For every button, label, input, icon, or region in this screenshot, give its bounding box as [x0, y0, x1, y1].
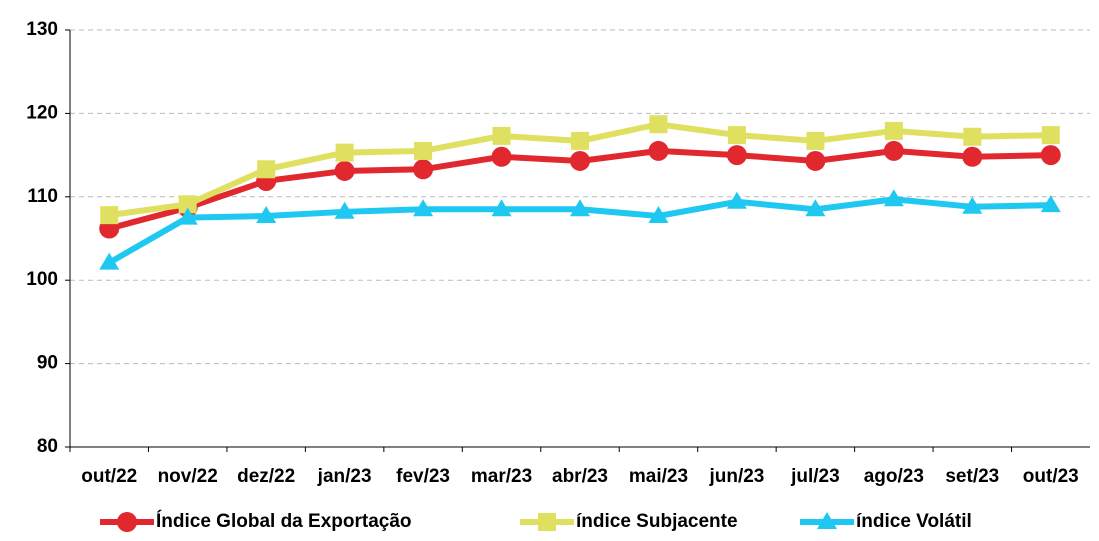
marker: [805, 199, 826, 217]
marker: [413, 199, 434, 217]
marker: [492, 126, 511, 145]
marker: [413, 159, 434, 180]
marker: [177, 207, 198, 225]
marker: [1040, 195, 1061, 213]
y-tick-label: 80: [37, 436, 58, 457]
marker: [726, 191, 747, 209]
marker: [805, 150, 826, 171]
marker: [883, 189, 904, 207]
x-tick-label: mar/23: [471, 466, 532, 487]
x-tick-label: dez/22: [237, 466, 295, 487]
legend-label: Índice Global da Exportação: [156, 510, 412, 532]
marker: [178, 195, 197, 214]
marker: [649, 115, 668, 134]
marker: [963, 127, 982, 146]
marker: [962, 196, 983, 214]
marker: [1041, 126, 1060, 145]
marker: [884, 121, 903, 140]
marker: [648, 140, 669, 161]
marker: [117, 512, 137, 532]
y-tick-label: 120: [26, 102, 58, 123]
x-tick-label: jan/23: [317, 466, 372, 487]
y-tick-label: 110: [27, 186, 58, 207]
marker: [570, 150, 590, 171]
marker: [570, 199, 590, 217]
x-tick-label: ago/23: [864, 466, 924, 487]
marker: [726, 145, 747, 166]
marker: [648, 205, 669, 223]
marker: [334, 201, 355, 219]
y-tick-label: 90: [37, 353, 58, 374]
marker: [335, 143, 354, 162]
y-tick-label: 100: [26, 269, 58, 290]
marker: [883, 140, 904, 161]
marker: [1040, 145, 1061, 166]
marker: [817, 512, 837, 529]
x-tick-label: out/23: [1023, 466, 1079, 487]
marker: [491, 146, 512, 167]
marker: [256, 205, 277, 223]
marker: [571, 131, 589, 150]
y-tick-label: 130: [26, 19, 58, 40]
marker: [806, 131, 825, 150]
x-tick-label: mai/23: [629, 466, 688, 487]
x-tick-label: fev/23: [396, 466, 450, 487]
legend-label: índice Subjacente: [576, 511, 738, 532]
marker: [491, 199, 512, 217]
marker: [538, 513, 556, 531]
legend-label: índice Volátil: [856, 511, 972, 532]
marker: [99, 252, 120, 270]
x-tick-label: jul/23: [790, 466, 840, 487]
marker: [257, 160, 276, 179]
marker: [334, 160, 355, 181]
marker: [727, 126, 746, 145]
marker: [414, 141, 433, 160]
x-tick-label: jun/23: [708, 466, 764, 487]
marker: [100, 206, 119, 225]
marker: [962, 146, 983, 167]
x-tick-label: nov/22: [158, 466, 218, 487]
x-tick-label: out/22: [81, 466, 137, 487]
x-tick-label: set/23: [945, 466, 999, 487]
x-tick-label: abr/23: [552, 466, 608, 487]
